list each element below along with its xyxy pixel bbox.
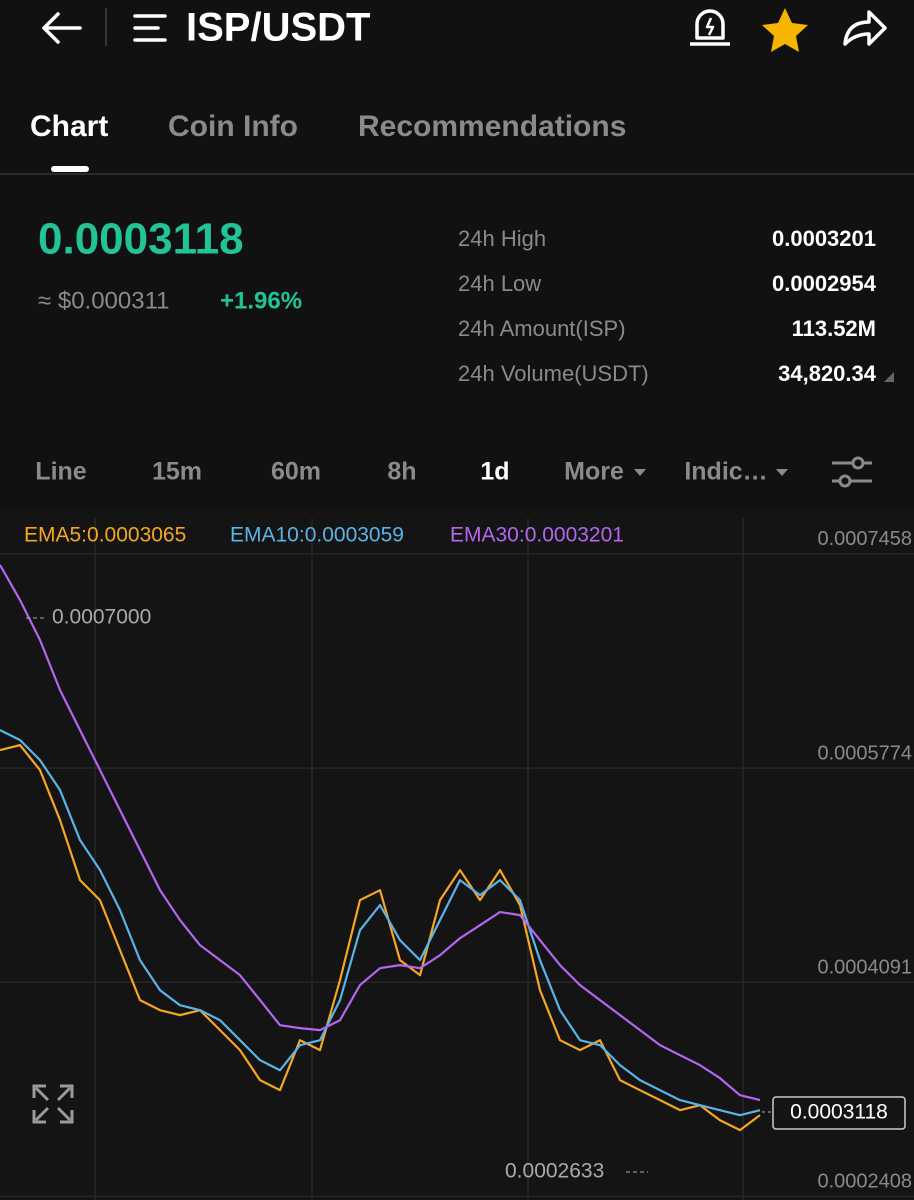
low-marker: 0.0002633 <box>505 1160 604 1183</box>
stat-label: 24h Low <box>458 271 541 296</box>
ema-line <box>0 564 761 1102</box>
back-button[interactable] <box>42 12 82 44</box>
pair-title: ISP/USDT <box>186 6 370 50</box>
active-tab-indicator <box>51 166 89 172</box>
last-price-marker: 0.0003118 <box>790 1101 888 1124</box>
stat-value: 0.0003201 <box>772 226 876 251</box>
high-marker: 0.0007000 <box>52 606 151 629</box>
interval-tab[interactable]: 15m <box>152 458 202 486</box>
interval-tab[interactable]: Line <box>35 458 86 486</box>
price-change: +1.96% <box>220 287 302 314</box>
chart-settings[interactable] <box>832 456 872 488</box>
legend-entry: EMA30:0.0003201 <box>450 524 624 547</box>
interval-tab[interactable]: 1d <box>480 458 509 486</box>
interval-tab[interactable]: 8h <box>387 458 416 486</box>
stat-label: 24h Amount(ISP) <box>458 316 626 341</box>
fullscreen-button[interactable] <box>32 1084 74 1124</box>
volume-triangle <box>884 372 894 382</box>
stat-value: 34,820.34 <box>778 361 877 386</box>
alert-button[interactable] <box>690 9 730 46</box>
tab[interactable]: Recommendations <box>358 110 626 143</box>
legend-entry: EMA10:0.0003059 <box>230 524 404 547</box>
stat-value: 0.0002954 <box>772 271 877 296</box>
y-tick-label: 0.0002408 <box>817 1171 912 1193</box>
indicator-arrow <box>776 469 788 476</box>
vertical-grid <box>94 518 744 1200</box>
stat-label: 24h High <box>458 226 546 251</box>
tab[interactable]: Coin Info <box>168 110 298 143</box>
share-button[interactable] <box>843 10 887 46</box>
more-arrow <box>634 469 646 476</box>
fiat-price: ≈ $0.000311 <box>38 287 170 314</box>
interval-tab[interactable]: Indic… <box>684 458 767 486</box>
interval-tab[interactable]: 60m <box>271 458 321 486</box>
stat-label: 24h Volume(USDT) <box>458 361 649 386</box>
chart-area <box>0 510 914 1200</box>
tab[interactable]: Chart <box>30 110 108 143</box>
last-price: 0.0003118 <box>38 215 244 264</box>
legend-entry: EMA5:0.0003065 <box>24 524 186 547</box>
stat-value: 113.52M <box>792 316 876 341</box>
y-tick-label: 0.0007458 <box>817 528 912 550</box>
ema-line <box>0 729 761 1117</box>
interval-tab[interactable]: More <box>564 458 624 486</box>
last-price-box <box>772 1096 906 1130</box>
menu-button[interactable] <box>133 14 167 42</box>
ema-line <box>0 744 761 1132</box>
favorite-star[interactable] <box>762 8 808 52</box>
y-tick-label: 0.0004091 <box>817 957 912 979</box>
y-tick-label: 0.0005774 <box>817 742 912 764</box>
